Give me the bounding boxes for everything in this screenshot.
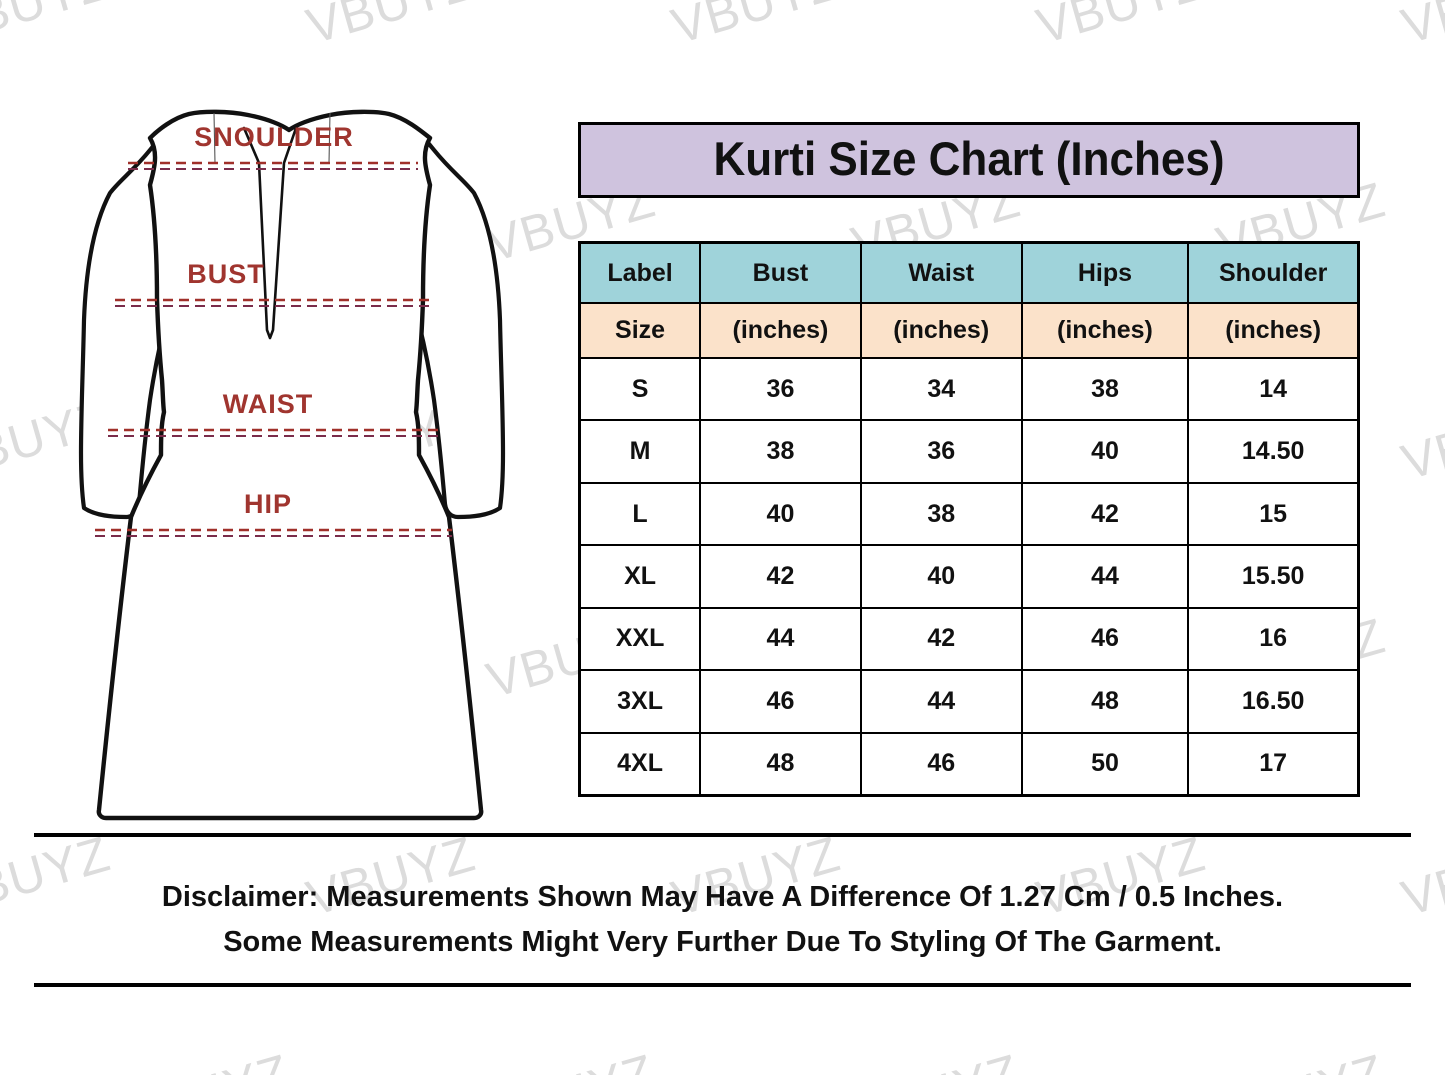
svg-text:SNOULDER: SNOULDER (194, 122, 354, 152)
svg-text:HIP: HIP (244, 489, 292, 519)
svg-text:WAIST: WAIST (223, 389, 314, 419)
svg-text:BUST: BUST (187, 259, 265, 289)
